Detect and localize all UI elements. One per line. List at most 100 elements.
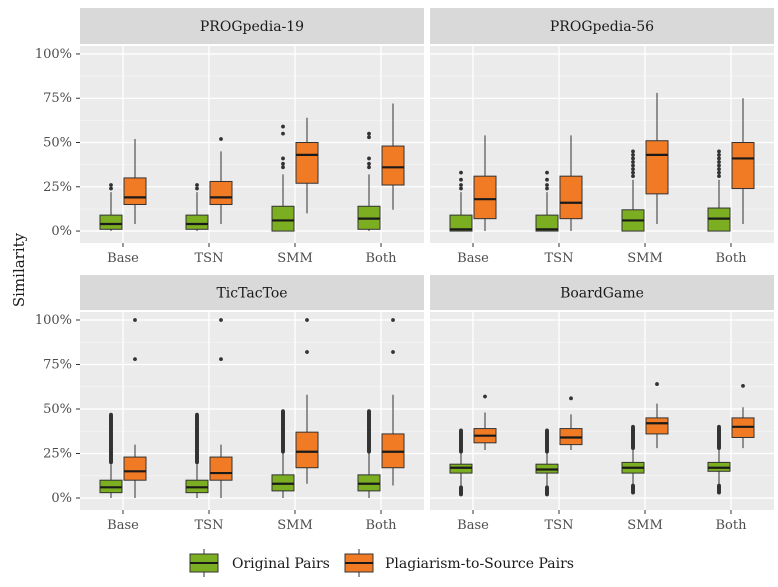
outlier-point bbox=[631, 424, 635, 429]
outlier-point bbox=[459, 177, 463, 182]
y-tick-label: 75% bbox=[43, 358, 72, 373]
outlier-point bbox=[545, 177, 549, 182]
outlier-point bbox=[717, 170, 721, 175]
outlier-point bbox=[717, 153, 721, 157]
box-plagiarism bbox=[645, 382, 669, 449]
panel-boardgame: BoardGame Base TSN SMM Both bbox=[430, 275, 774, 533]
outlier-point bbox=[631, 174, 635, 179]
x-tick-label: Base bbox=[457, 518, 489, 533]
outlier-point bbox=[569, 396, 573, 401]
outlier-point bbox=[545, 170, 549, 175]
x-tick-label: Both bbox=[716, 251, 748, 266]
box-plagiarism bbox=[559, 396, 583, 450]
x-tick-label: TSN bbox=[195, 518, 224, 533]
x-tick-label: Base bbox=[107, 518, 139, 533]
y-tick-label: 0% bbox=[51, 491, 72, 506]
panel-progpedia-56: PROGpedia-56 Base TSN SMM Both bbox=[430, 8, 774, 266]
box-plagiarism bbox=[381, 103, 405, 210]
box-plagiarism bbox=[209, 318, 233, 498]
box-body bbox=[185, 214, 209, 230]
outlier-point bbox=[133, 318, 137, 322]
x-tick-label: SMM bbox=[277, 518, 313, 533]
box-body bbox=[295, 431, 319, 469]
outlier-point bbox=[305, 318, 309, 322]
outlier-point bbox=[717, 424, 721, 429]
outlier-point bbox=[631, 160, 635, 164]
facet-title: PROGpedia-19 bbox=[200, 19, 304, 35]
outlier-point bbox=[281, 409, 285, 414]
outlier-point bbox=[545, 428, 549, 433]
box-original bbox=[99, 412, 123, 498]
y-axis-label: Similarity bbox=[10, 232, 28, 307]
box-original bbox=[99, 183, 123, 232]
box-original bbox=[535, 170, 559, 232]
x-tick-label: Both bbox=[366, 518, 398, 533]
y-tick-label: 100% bbox=[35, 313, 72, 328]
facet-title: PROGpedia-56 bbox=[550, 19, 654, 35]
y-tick-label: 0% bbox=[51, 224, 72, 239]
outlier-point bbox=[367, 156, 371, 161]
outlier-point bbox=[459, 428, 463, 433]
box-original bbox=[707, 424, 731, 495]
box-body bbox=[449, 214, 473, 232]
outlier-point bbox=[195, 412, 199, 417]
outlier-point bbox=[717, 174, 721, 179]
outlier-point bbox=[281, 131, 285, 136]
outlier-point bbox=[717, 167, 721, 171]
outlier-point bbox=[109, 186, 113, 191]
box-body bbox=[99, 214, 123, 230]
box-original bbox=[449, 428, 473, 497]
outlier-point bbox=[133, 357, 137, 362]
outlier-point bbox=[655, 382, 659, 386]
outlier-point bbox=[717, 163, 721, 168]
outlier-point bbox=[281, 124, 285, 129]
box-body bbox=[473, 175, 497, 220]
box-plagiarism bbox=[381, 318, 405, 486]
outlier-point bbox=[459, 485, 463, 490]
box-plagiarism bbox=[473, 135, 497, 232]
outlier-point bbox=[717, 160, 721, 164]
x-tick-label: Base bbox=[457, 251, 489, 266]
box-body bbox=[209, 180, 233, 205]
legend-item: Original Pairs bbox=[189, 549, 330, 577]
outlier-point bbox=[717, 149, 721, 154]
box-body bbox=[535, 214, 559, 232]
box-plagiarism bbox=[473, 394, 497, 450]
x-tick-label: SMM bbox=[627, 251, 663, 266]
x-tick-label: SMM bbox=[627, 518, 663, 533]
outlier-point bbox=[717, 483, 721, 488]
outlier-point bbox=[391, 318, 395, 322]
outlier-point bbox=[741, 383, 745, 388]
box-original bbox=[621, 424, 645, 495]
y-tick-label: 75% bbox=[43, 91, 72, 106]
outlier-point bbox=[459, 186, 463, 191]
legend-label: Plagiarism-to-Source Pairs bbox=[385, 556, 574, 572]
outlier-point bbox=[367, 165, 371, 170]
box-body bbox=[123, 177, 147, 205]
box-body bbox=[645, 140, 669, 195]
y-tick-label: 50% bbox=[43, 136, 72, 151]
box-original bbox=[271, 124, 295, 232]
outlier-point bbox=[631, 153, 635, 157]
outlier-point bbox=[545, 485, 549, 490]
box-original bbox=[707, 149, 731, 232]
outlier-point bbox=[459, 183, 463, 187]
y-tick-label: 25% bbox=[43, 447, 72, 462]
outlier-point bbox=[109, 412, 113, 417]
box-plagiarism bbox=[295, 117, 319, 214]
box-original bbox=[357, 131, 381, 232]
outlier-point bbox=[483, 394, 487, 399]
outlier-point bbox=[631, 163, 635, 168]
x-tick-label: Both bbox=[716, 518, 748, 533]
facet-strip bbox=[430, 275, 774, 310]
outlier-point bbox=[367, 409, 371, 414]
box-original bbox=[185, 412, 209, 498]
outlier-point bbox=[717, 156, 721, 161]
legend: Original Pairs Plagiarism-to-Source Pairs bbox=[189, 549, 574, 577]
box-plagiarism bbox=[559, 135, 583, 232]
outlier-point bbox=[367, 161, 371, 166]
facet-strip bbox=[80, 275, 424, 310]
box-plagiarism bbox=[731, 98, 755, 224]
